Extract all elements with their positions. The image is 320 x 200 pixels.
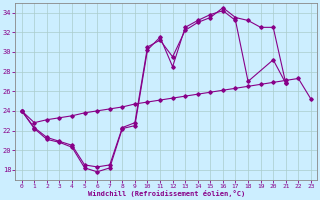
X-axis label: Windchill (Refroidissement éolien,°C): Windchill (Refroidissement éolien,°C) [88, 190, 245, 197]
